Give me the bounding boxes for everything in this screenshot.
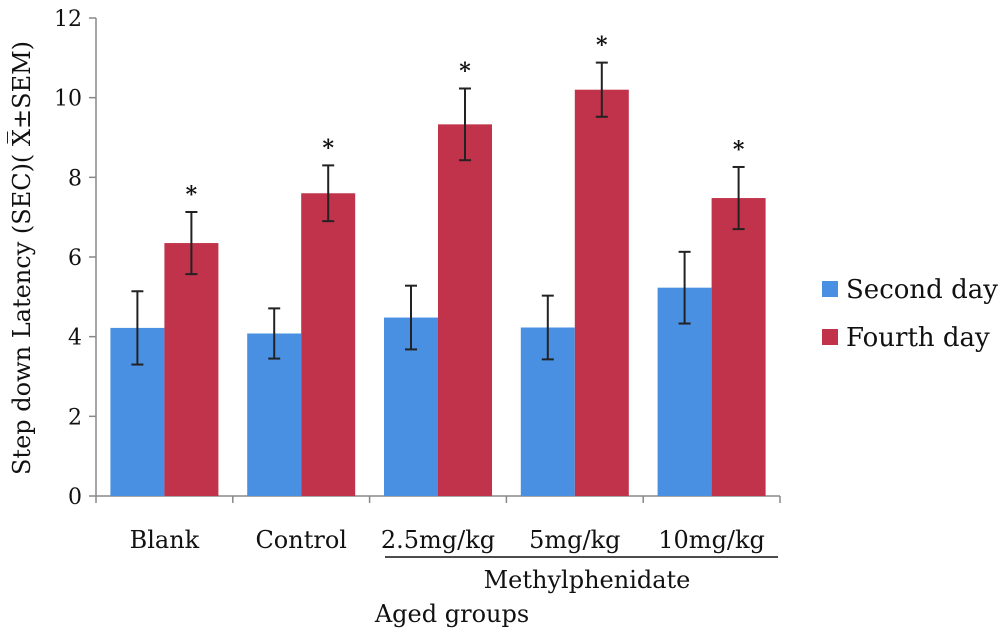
bar[interactable] bbox=[301, 193, 356, 496]
legend-label: Second day bbox=[846, 275, 998, 305]
category-label: Blank bbox=[130, 526, 200, 554]
significance-marker: * bbox=[186, 182, 198, 208]
category-label: 10mg/kg bbox=[658, 526, 765, 554]
y-tick-label: 12 bbox=[54, 7, 82, 32]
bar[interactable] bbox=[574, 89, 629, 496]
category-label: 2.5mg/kg bbox=[381, 526, 495, 554]
y-tick-label: 4 bbox=[68, 326, 82, 351]
significance-marker: * bbox=[459, 59, 471, 85]
group-label: Methylphenidate bbox=[484, 566, 691, 594]
category-label: 5mg/kg bbox=[529, 526, 620, 554]
y-axis-title: Step down Latency (SEC)( X̅±SEM) bbox=[8, 41, 36, 475]
category-label: Control bbox=[255, 526, 347, 554]
bar[interactable] bbox=[247, 333, 302, 496]
x-axis-title: Aged groups bbox=[374, 600, 529, 628]
y-tick-label: 0 bbox=[68, 485, 82, 510]
y-tick-label: 2 bbox=[68, 405, 82, 430]
bar[interactable] bbox=[438, 124, 492, 496]
legend-swatch bbox=[822, 281, 838, 297]
legend-swatch bbox=[822, 329, 838, 345]
significance-marker: * bbox=[596, 33, 608, 59]
bar[interactable] bbox=[711, 198, 766, 496]
y-tick-label: 8 bbox=[68, 166, 82, 191]
significance-marker: * bbox=[733, 137, 745, 163]
y-tick-label: 6 bbox=[68, 246, 82, 271]
y-tick-label: 10 bbox=[54, 87, 82, 112]
significance-marker: * bbox=[322, 135, 334, 161]
legend-label: Fourth day bbox=[846, 323, 990, 353]
bar[interactable] bbox=[164, 243, 219, 496]
